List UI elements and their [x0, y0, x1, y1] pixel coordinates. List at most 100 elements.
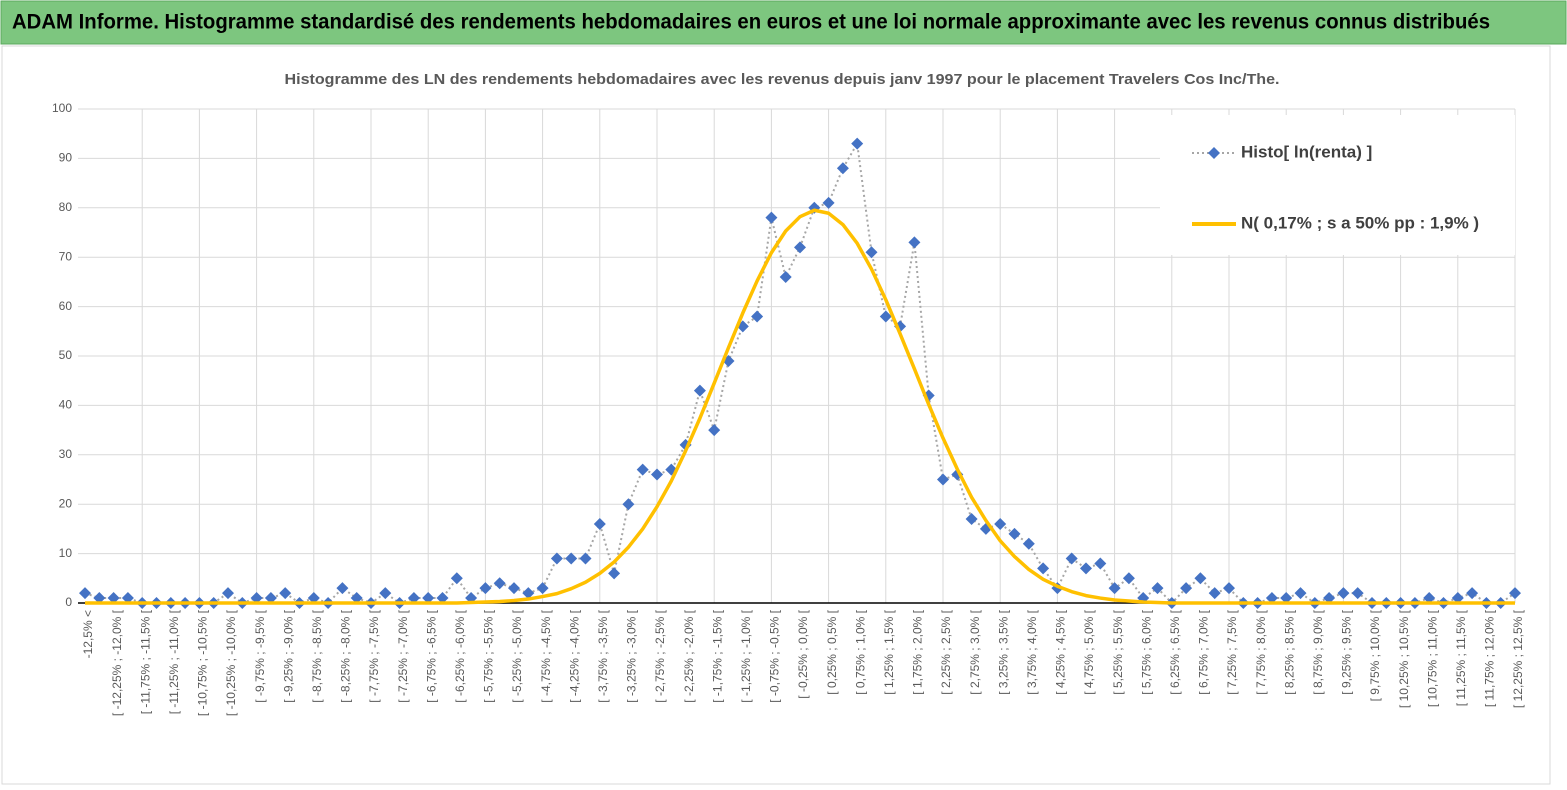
x-tick-label: [ -11,25% ; -11,0% [ [167, 609, 181, 714]
x-tick-label: [ -5,75% ; -5,5% [ [482, 609, 496, 702]
data-point [794, 241, 806, 254]
legend-marker [1208, 147, 1220, 159]
x-tick-label: [ 3,75% ; 4,0% [ [1025, 609, 1039, 694]
data-point [450, 572, 463, 585]
x-tick-label: [ -0,75% ; -0,5% [ [768, 609, 782, 702]
y-tick-label: 70 [59, 249, 73, 263]
x-tick-label: [ -1,25% ; -1,0% [ [739, 609, 753, 702]
legend-label: N( 0,17% ; s a 50% pp : 1,9% ) [1241, 213, 1479, 232]
series-line [85, 208, 1515, 605]
data-point [307, 592, 320, 605]
data-point [508, 582, 520, 595]
data-point [279, 587, 292, 600]
data-point [93, 592, 106, 605]
data-point [379, 587, 392, 600]
data-point [908, 236, 921, 249]
x-tick-label: [ 0,75% ; 1,0% [ [853, 609, 867, 694]
data-point [1294, 587, 1307, 600]
x-tick-label: [ -10,25% ; -10,0% [ [224, 609, 238, 716]
x-tick-label: [ -7,75% ; -7,5% [ [367, 609, 381, 702]
data-point [879, 310, 892, 323]
data-point [264, 592, 277, 605]
x-tick-label: [ 1,25% ; 1,5% [ [882, 609, 896, 694]
data-point [79, 587, 91, 600]
data-point [1509, 587, 1521, 600]
data-point [836, 162, 849, 175]
x-tick-label: [ -10,75% ; -10,5% [ [196, 609, 210, 716]
x-tick-label: -12,5% < [81, 610, 95, 658]
data-point [965, 513, 978, 526]
x-tick-label: [ -12,25% ; -12,0% [ [110, 609, 124, 716]
x-tick-label: [ -9,75% ; -9,5% [ [253, 609, 267, 702]
data-point [608, 567, 621, 580]
x-tick-label: [ 7,25% ; 7,5% [ [1225, 609, 1239, 694]
data-point [1080, 562, 1092, 575]
x-tick-label: [ 4,75% ; 5,0% [ [1082, 609, 1096, 694]
x-tick-label: [ -1,75% ; -1,5% [ [710, 609, 724, 702]
x-tick-label: [ 6,25% ; 6,5% [ [1168, 609, 1182, 694]
x-tick-label: [ -5,25% ; -5,0% [ [510, 609, 524, 702]
data-point [622, 498, 635, 511]
x-tick-label: [ 0,25% ; 0,5% [ [825, 609, 839, 694]
x-tick-label: [ 3,25% ; 3,5% [ [996, 609, 1010, 694]
x-tick-label: [ 9,75% ; 10,0% [ [1368, 609, 1382, 701]
data-point [1451, 592, 1464, 605]
data-point [222, 587, 234, 600]
x-tick-label: [ 2,25% ; 2,5% [ [939, 609, 953, 694]
x-tick-label: [ -3,25% ; -3,0% [ [625, 609, 639, 702]
data-point [1423, 592, 1436, 605]
y-tick-label: 60 [59, 299, 73, 313]
data-point [121, 592, 134, 605]
data-point [779, 270, 792, 283]
x-tick-label: [ -8,75% ; -8,5% [ [310, 609, 324, 702]
x-tick-label: [ 11,25% ; 11,5% [ [1454, 609, 1468, 706]
header-bar [0, 0, 1567, 45]
data-point [1223, 582, 1235, 595]
y-tick-label: 40 [59, 398, 73, 412]
legend-box [1160, 115, 1515, 255]
data-point [550, 552, 563, 565]
data-point [693, 384, 706, 397]
y-tick-label: 0 [65, 595, 72, 609]
y-tick-label: 100 [52, 101, 72, 115]
x-tick-label: [ 10,75% ; 11,0% [ [1425, 609, 1439, 707]
data-point [436, 592, 449, 605]
data-point [1180, 582, 1193, 595]
x-tick-label: [ 10,25% ; 10,5% [ [1397, 609, 1411, 708]
x-tick-label: [ -4,25% ; -4,0% [ [567, 609, 581, 702]
data-point [107, 592, 120, 605]
x-tick-label: [ 7,75% ; 8,0% [ [1254, 609, 1268, 694]
x-tick-label: [ -9,25% ; -9,0% [ [281, 609, 295, 702]
data-point [479, 582, 492, 595]
data-point [822, 196, 835, 209]
y-tick-label: 10 [59, 546, 73, 560]
data-point [751, 310, 764, 323]
x-tick-label: [ 12,25% ; 12,5% [ [1511, 609, 1525, 708]
x-tick-label: [ 6,75% ; 7,0% [ [1197, 609, 1211, 694]
header-title: ADAM Informe. Histogramme standardisé de… [12, 11, 1490, 34]
data-point [1094, 557, 1107, 570]
data-point [1037, 562, 1050, 575]
data-point [1122, 572, 1135, 585]
data-point [1108, 582, 1121, 595]
y-tick-label: 80 [59, 200, 73, 214]
data-point [994, 517, 1007, 530]
x-tick-label: [ 2,75% ; 3,0% [ [968, 609, 982, 694]
data-point [565, 552, 578, 565]
x-tick-label: [ 5,75% ; 6,0% [ [1139, 609, 1153, 694]
data-point [851, 137, 864, 150]
data-point [1151, 582, 1164, 595]
data-point [422, 592, 435, 605]
x-tick-label: [ 5,25% ; 5,5% [ [1111, 609, 1125, 694]
data-point [1280, 592, 1293, 605]
data-point [651, 468, 663, 481]
data-point [336, 582, 349, 595]
x-tick-label: [ -0,25% ; 0,0% [ [796, 609, 810, 698]
data-point [1265, 592, 1278, 605]
data-point [350, 592, 363, 605]
x-tick-label: [ -2,25% ; -2,0% [ [682, 609, 696, 702]
legend-label: Histo[ ln(renta) ] [1241, 142, 1372, 161]
data-point [1323, 592, 1336, 605]
chart-title: Histogramme des LN des rendements hebdom… [285, 71, 1280, 88]
x-tick-label: [ -11,75% ; -11,5% [ [138, 609, 152, 714]
